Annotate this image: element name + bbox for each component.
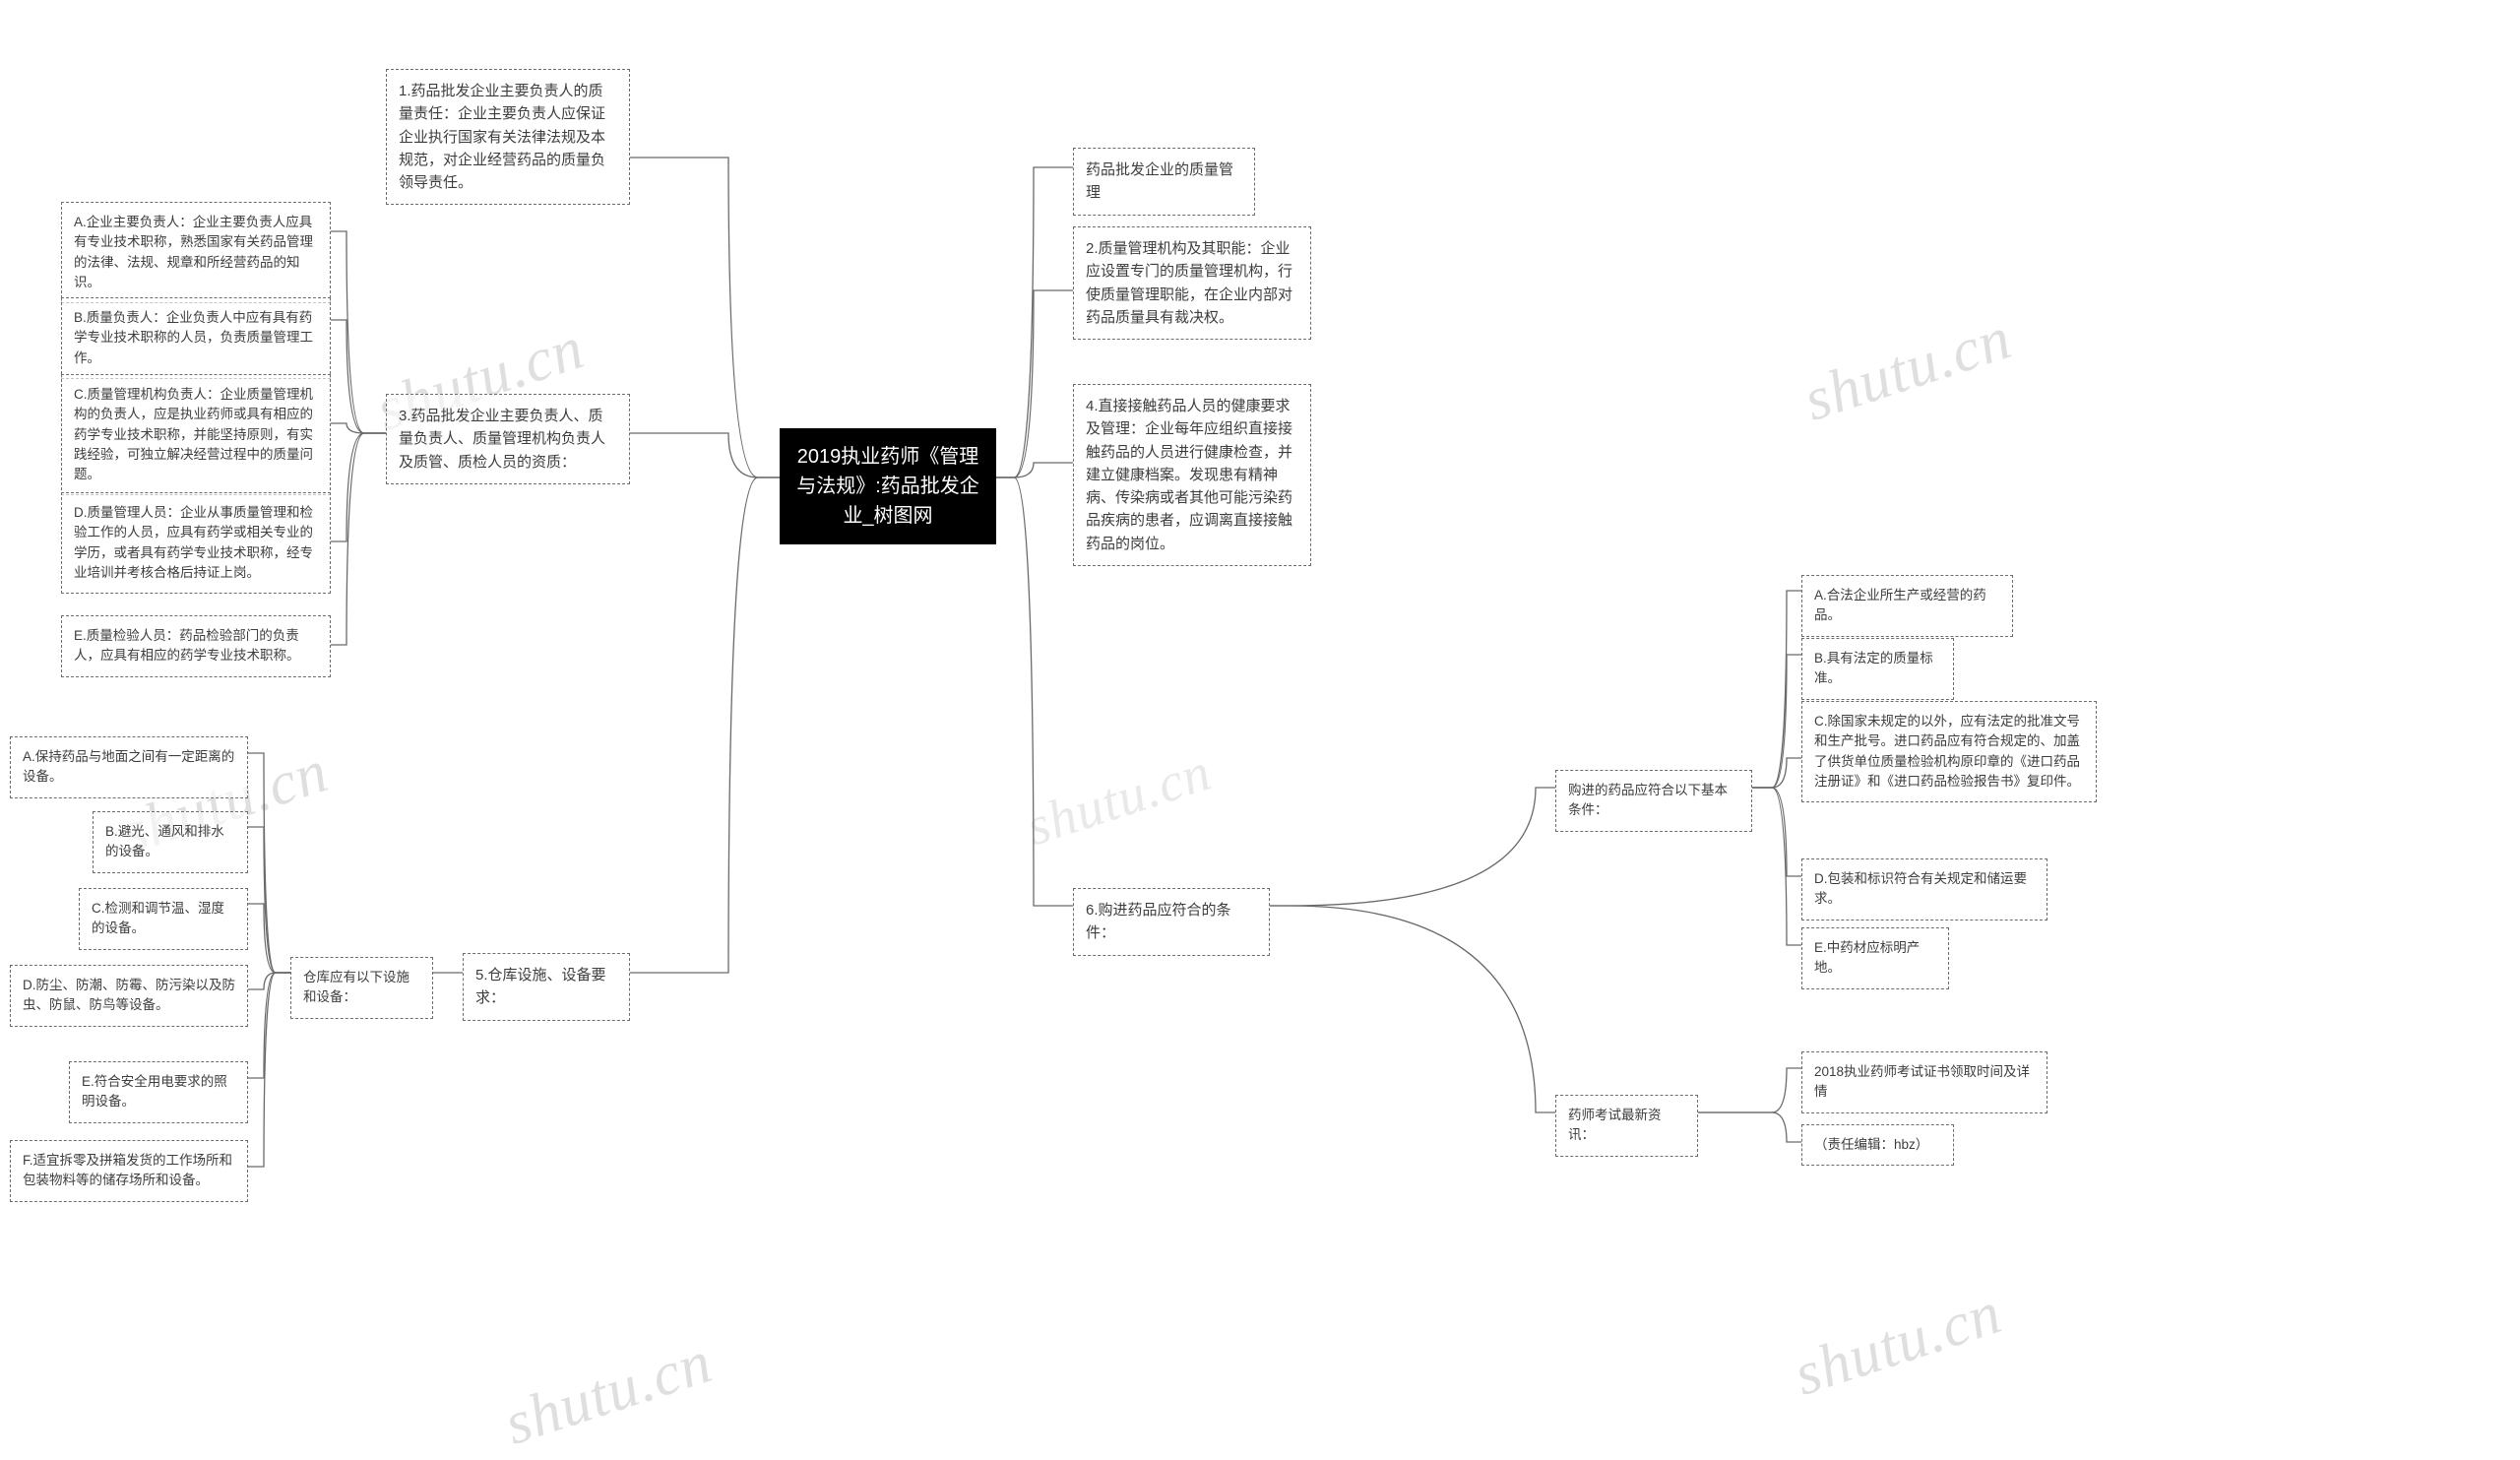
node-6-sub1-b[interactable]: B.具有法定的质量标准。 xyxy=(1801,638,1954,700)
node-left-1[interactable]: 1.药品批发企业主要负责人的质量责任：企业主要负责人应保证企业执行国家有关法律法… xyxy=(386,69,630,205)
node-6-sub2[interactable]: 药师考试最新资讯： xyxy=(1555,1095,1698,1157)
watermark: shutu.cn xyxy=(1796,303,2020,435)
watermark: shutu.cn xyxy=(1786,1278,2010,1410)
node-right-4[interactable]: 4.直接接触药品人员的健康要求及管理：企业每年应组织直接接触药品的人员进行健康检… xyxy=(1073,384,1311,566)
node-5e[interactable]: E.符合安全用电要求的照明设备。 xyxy=(69,1061,248,1123)
node-5c[interactable]: C.检测和调节温、湿度的设备。 xyxy=(79,888,248,950)
node-6-sub1[interactable]: 购进的药品应符合以下基本条件： xyxy=(1555,770,1752,832)
node-3d[interactable]: D.质量管理人员：企业从事质量管理和检验工作的人员，应具有药学或相关专业的学历，… xyxy=(61,492,331,594)
node-6-sub1-e[interactable]: E.中药材应标明产地。 xyxy=(1801,927,1949,989)
node-3e[interactable]: E.质量检验人员：药品检验部门的负责人，应具有相应的药学专业技术职称。 xyxy=(61,615,331,677)
node-left-5[interactable]: 5.仓库设施、设备要求： xyxy=(463,953,630,1021)
watermark: shutu.cn xyxy=(1019,740,1219,858)
node-5a[interactable]: A.保持药品与地面之间有一定距离的设备。 xyxy=(10,736,248,798)
node-3a[interactable]: A.企业主要负责人：企业主要负责人应具有专业技术职称，熟悉国家有关药品管理的法律… xyxy=(61,202,331,303)
node-right-2[interactable]: 2.质量管理机构及其职能：企业应设置专门的质量管理机构，行使质量管理职能，在企业… xyxy=(1073,226,1311,340)
watermark: shutu.cn xyxy=(496,1327,721,1459)
node-left-3[interactable]: 3.药品批发企业主要负责人、质量负责人、质量管理机构负责人及质管、质检人员的资质… xyxy=(386,394,630,484)
node-right-1[interactable]: 药品批发企业的质量管理 xyxy=(1073,148,1255,216)
node-6-sub2-b[interactable]: （责任编辑：hbz） xyxy=(1801,1124,1954,1166)
node-5f[interactable]: F.适宜拆零及拼箱发货的工作场所和包装物料等的储存场所和设备。 xyxy=(10,1140,248,1202)
node-6-sub2-a[interactable]: 2018执业药师考试证书领取时间及详情 xyxy=(1801,1051,2048,1113)
node-6-sub1-d[interactable]: D.包装和标识符合有关规定和储运要求。 xyxy=(1801,858,2048,920)
connector-lines xyxy=(0,0,2520,1444)
node-5d[interactable]: D.防尘、防潮、防霉、防污染以及防虫、防鼠、防鸟等设备。 xyxy=(10,965,248,1027)
node-5-label[interactable]: 仓库应有以下设施和设备： xyxy=(290,957,433,1019)
node-6-sub1-a[interactable]: A.合法企业所生产或经营的药品。 xyxy=(1801,575,2013,637)
node-5b[interactable]: B.避光、通风和排水的设备。 xyxy=(93,811,248,873)
node-3b[interactable]: B.质量负责人：企业负责人中应有具有药学专业技术职称的人员，负责质量管理工作。 xyxy=(61,297,331,379)
node-6-sub1-c[interactable]: C.除国家未规定的以外，应有法定的批准文号和生产批号。进口药品应有符合规定的、加… xyxy=(1801,701,2097,802)
node-right-6[interactable]: 6.购进药品应符合的条件： xyxy=(1073,888,1270,956)
center-node[interactable]: 2019执业药师《管理与法规》:药品批发企业_树图网 xyxy=(780,428,996,544)
node-3c[interactable]: C.质量管理机构负责人：企业质量管理机构的负责人，应是执业药师或具有相应的药学专… xyxy=(61,374,331,495)
